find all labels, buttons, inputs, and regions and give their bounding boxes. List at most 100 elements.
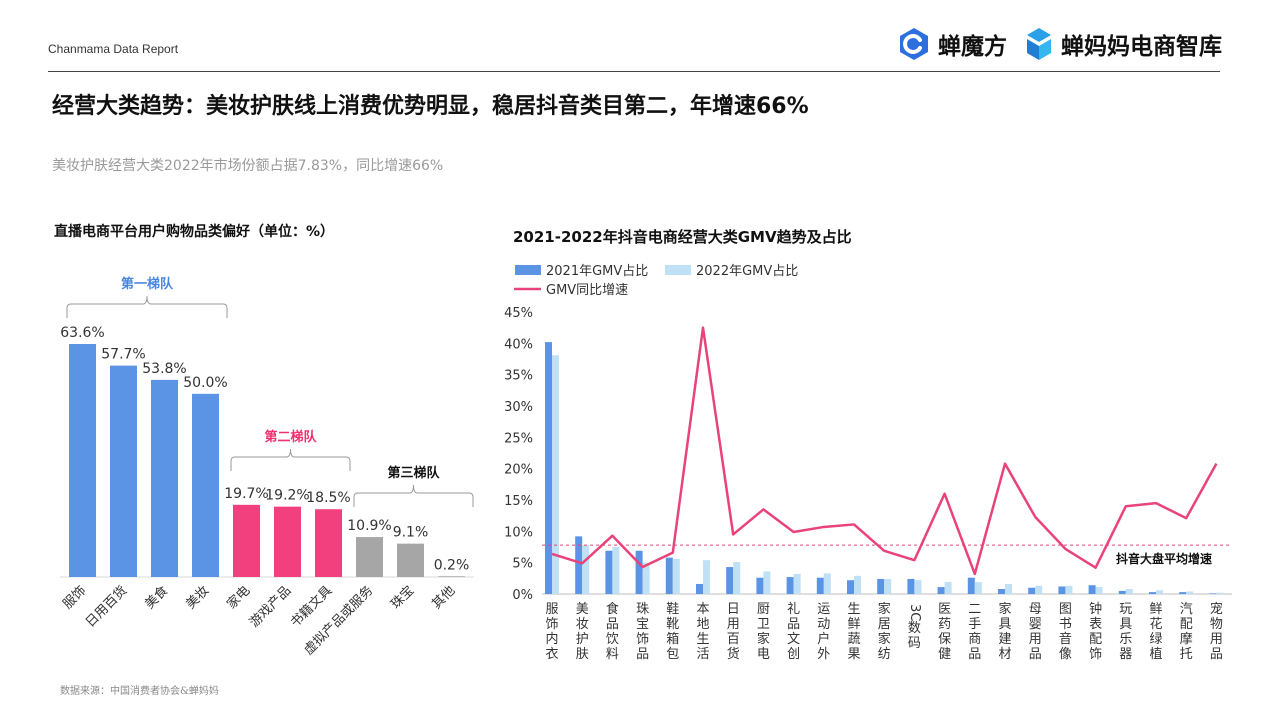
gmv-category-label: 商	[968, 632, 981, 647]
gmv-category-label: 花	[1149, 616, 1162, 632]
gmv-2021-bar	[937, 587, 945, 594]
gmv-2021-bar	[1028, 587, 1036, 594]
gmv-category-label: 料	[606, 647, 619, 662]
preference-value-label: 18.5%	[306, 490, 350, 506]
gmv-y-tick-label: 15%	[504, 494, 533, 509]
gmv-2021-bar	[1088, 585, 1096, 594]
legend-2022-label: 2022年GMV占比	[696, 264, 798, 279]
gmv-2021-bar	[1179, 592, 1187, 594]
gmv-category-label: 婴	[1029, 617, 1042, 632]
tier-label: 第一梯队	[121, 276, 174, 292]
gmv-2021-bar	[998, 588, 1005, 594]
gmv-category-label: 植	[1149, 647, 1162, 662]
gmv-category-label: 绿	[1149, 632, 1162, 647]
gmv-2022-bar	[1035, 585, 1043, 594]
gmv-2022-bar	[582, 545, 590, 594]
gmv-2022-bar	[552, 355, 559, 594]
chanmama-logo-icon	[1027, 28, 1051, 60]
preference-bar	[438, 576, 465, 577]
gmv-2021-bar	[696, 583, 703, 594]
gmv-2022-bar	[1005, 583, 1012, 594]
gmv-category-label: 钟	[1089, 601, 1102, 617]
gmv-2021-bar	[1118, 590, 1126, 594]
gmv-category-label: 蔬	[847, 632, 860, 647]
tier-label: 第三梯队	[387, 465, 440, 481]
gmv-category-label: 本	[696, 602, 709, 617]
gmv-category-label: 品	[1029, 647, 1042, 662]
gmv-y-tick-label: 10%	[504, 525, 533, 540]
gmv-2021-bar	[816, 577, 824, 594]
gmv-category-label: 建	[998, 632, 1011, 647]
gmv-2022-bar	[1216, 592, 1224, 594]
gmv-2022-bar	[612, 547, 620, 594]
gmv-category-label: 3C	[907, 604, 922, 621]
legend-2021-label: 2021年GMV占比	[546, 264, 648, 279]
gmv-2022-bar	[642, 562, 650, 594]
gmv-2022-bar	[672, 558, 680, 594]
gmv-category-label: 日	[727, 602, 740, 617]
gmv-category-label: 活	[696, 647, 709, 662]
gmv-category-label: 药	[938, 617, 951, 632]
preference-category-label: 其他	[429, 583, 458, 612]
gmv-category-label: 箱	[666, 631, 679, 647]
preference-bar	[356, 537, 383, 577]
preference-category-label: 虚拟产品或服务	[301, 583, 377, 659]
legend-2022-swatch	[665, 265, 691, 275]
gmv-category-label: 配	[1089, 632, 1102, 647]
header-divider	[48, 71, 1220, 72]
gmv-category-label: 宝	[636, 617, 649, 632]
preference-category-label: 日用百货	[82, 583, 130, 631]
gmv-2022-bar	[1156, 590, 1163, 594]
page-title: 经营大类趋势：美妆护肤线上消费优势明显，稳居抖音类目第二，年增速66%	[52, 94, 809, 119]
gmv-y-tick-label: 40%	[504, 337, 533, 352]
gmv-category-label: 品	[1210, 647, 1223, 662]
gmv-category-label: 百	[727, 632, 740, 647]
gmv-category-label: 鲜	[847, 617, 860, 632]
gmv-category-label: 家	[998, 601, 1011, 617]
data-source-note: 数据来源：中国消费者协会&蝉妈妈	[60, 686, 219, 697]
preference-value-label: 9.1%	[393, 525, 429, 541]
gmv-category-label: 服	[545, 602, 558, 617]
gmv-category-label: 品	[636, 647, 649, 662]
gmv-2021-bar	[1058, 586, 1066, 594]
gmv-growth-line	[551, 326, 1218, 576]
preference-category-label: 服饰	[60, 583, 89, 612]
gmv-2021-bar	[726, 567, 734, 594]
gmv-category-label: 音	[1059, 631, 1072, 647]
gmv-category-label: 用	[1029, 632, 1042, 647]
preference-bar	[233, 504, 260, 577]
gmv-category-label: 户	[817, 631, 830, 647]
logo-secondary-text: 蝉妈妈电商智库	[1061, 34, 1222, 60]
gmv-category-label: 礼	[787, 601, 800, 617]
preference-bar	[192, 393, 219, 577]
gmv-category-label: 妆	[576, 617, 589, 632]
tier-brace	[230, 448, 351, 471]
gmv-2022-bar	[944, 582, 952, 594]
report-label: Chanmama Data Report	[48, 42, 179, 56]
gmv-category-label: 乐	[1119, 632, 1132, 647]
legend-2021-swatch	[515, 265, 541, 275]
gmv-category-label: 文	[787, 632, 800, 647]
preference-bar	[274, 506, 301, 577]
gmv-category-label: 美	[576, 602, 589, 617]
gmv-2021-bar	[635, 550, 643, 594]
gmv-2022-bar	[854, 575, 861, 594]
gmv-2022-bar	[823, 573, 831, 594]
gmv-category-label: 配	[1180, 617, 1193, 632]
gmv-category-label: 地	[696, 617, 709, 632]
preference-bar	[315, 509, 342, 577]
gmv-category-label: 生	[847, 602, 860, 617]
gmv-category-label: 玩	[1119, 602, 1132, 617]
gmv-category-label: 纺	[878, 647, 891, 662]
gmv-category-label: 家	[878, 601, 891, 617]
preference-category-label: 美食	[142, 583, 172, 613]
gmv-category-label: 具	[998, 617, 1011, 632]
gmv-2022-bar	[974, 582, 982, 594]
gmv-y-tick-label: 45%	[504, 306, 533, 321]
gmv-2022-bar	[793, 573, 801, 594]
gmv-category-label: 果	[847, 647, 860, 662]
gmv-category-label: 运	[817, 602, 830, 617]
gmv-category-label: 饰	[636, 632, 649, 647]
preference-value-label: 10.9%	[347, 518, 391, 534]
gmv-2021-bar	[1149, 592, 1156, 594]
